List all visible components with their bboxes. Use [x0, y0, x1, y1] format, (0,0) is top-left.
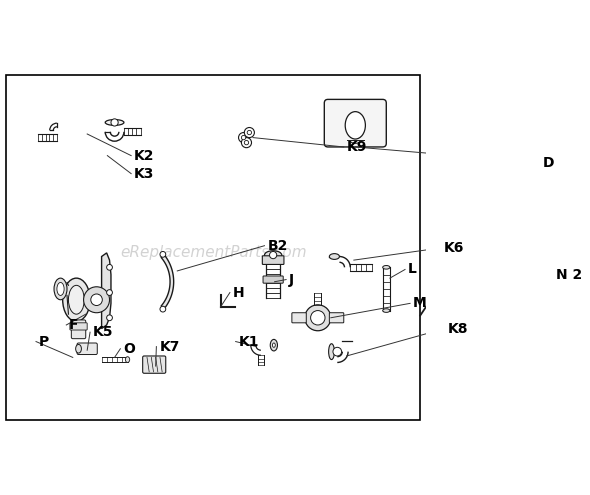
Circle shape [241, 138, 251, 148]
Ellipse shape [329, 344, 335, 359]
Ellipse shape [57, 283, 64, 296]
Circle shape [333, 347, 342, 356]
Text: B2: B2 [267, 239, 288, 253]
Text: K3: K3 [134, 167, 155, 181]
Text: K1: K1 [238, 335, 259, 348]
Ellipse shape [329, 253, 339, 259]
Polygon shape [161, 254, 173, 309]
Ellipse shape [383, 265, 390, 269]
FancyBboxPatch shape [263, 256, 284, 264]
Text: K7: K7 [159, 340, 179, 353]
Circle shape [244, 128, 254, 138]
Text: K8: K8 [448, 322, 468, 336]
Ellipse shape [273, 343, 276, 347]
Circle shape [247, 130, 251, 135]
FancyBboxPatch shape [329, 313, 344, 323]
Text: K9: K9 [347, 140, 367, 154]
Text: K5: K5 [93, 325, 113, 339]
FancyBboxPatch shape [71, 320, 86, 339]
Circle shape [270, 251, 277, 259]
Text: K6: K6 [444, 241, 464, 255]
Ellipse shape [264, 251, 282, 259]
Ellipse shape [345, 112, 365, 139]
Circle shape [305, 305, 331, 331]
Ellipse shape [76, 345, 81, 353]
Polygon shape [101, 253, 111, 329]
Circle shape [160, 306, 166, 312]
FancyBboxPatch shape [77, 343, 97, 354]
FancyBboxPatch shape [143, 356, 166, 373]
Ellipse shape [126, 357, 130, 362]
Text: D: D [543, 156, 554, 170]
Text: H: H [233, 286, 244, 299]
FancyBboxPatch shape [324, 99, 386, 147]
Text: P: P [39, 335, 49, 348]
Ellipse shape [105, 120, 124, 125]
Text: M: M [413, 297, 427, 310]
Circle shape [310, 310, 325, 325]
Circle shape [107, 315, 113, 321]
FancyBboxPatch shape [70, 323, 87, 330]
Circle shape [107, 290, 113, 296]
Circle shape [244, 141, 248, 145]
Circle shape [238, 133, 248, 143]
Text: O: O [123, 342, 135, 356]
Text: K2: K2 [134, 148, 155, 162]
Circle shape [84, 287, 110, 313]
Ellipse shape [383, 309, 390, 312]
FancyBboxPatch shape [263, 276, 283, 283]
Circle shape [107, 264, 113, 270]
Text: J: J [289, 273, 294, 287]
Circle shape [111, 119, 118, 126]
Ellipse shape [54, 278, 67, 300]
Circle shape [91, 294, 102, 305]
Ellipse shape [68, 285, 84, 314]
Text: eReplacementParts.com: eReplacementParts.com [120, 246, 307, 260]
Circle shape [160, 251, 166, 257]
Text: L: L [408, 262, 417, 277]
FancyBboxPatch shape [292, 313, 306, 323]
Ellipse shape [63, 278, 90, 321]
Circle shape [241, 136, 246, 140]
Text: N 2: N 2 [556, 267, 582, 282]
Ellipse shape [270, 340, 277, 351]
Text: F: F [69, 318, 78, 332]
